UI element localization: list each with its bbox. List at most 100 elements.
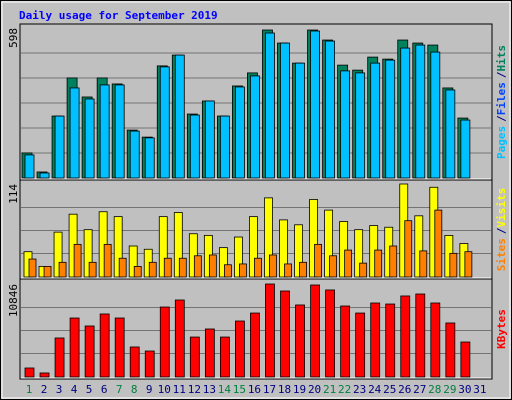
bar <box>249 216 258 278</box>
bar <box>344 249 353 278</box>
legend: Pages/Files/Hits <box>495 45 508 159</box>
chart-title: Daily usage for September 2019 <box>19 9 218 22</box>
bar <box>204 328 215 378</box>
bar <box>54 115 65 179</box>
bar <box>370 62 381 179</box>
bar <box>84 325 95 378</box>
bar <box>114 317 125 378</box>
bar <box>430 51 441 179</box>
bar <box>295 304 305 378</box>
bar <box>354 229 364 278</box>
bar <box>385 303 396 378</box>
y-tick-label: 10846 <box>7 284 20 317</box>
bar <box>163 257 172 278</box>
bar <box>99 313 110 378</box>
bar <box>279 219 288 278</box>
x-tick-label: 27 <box>413 383 426 396</box>
legend-separator: / <box>495 227 508 234</box>
bar <box>69 317 80 378</box>
bar <box>265 32 275 179</box>
bar <box>148 261 157 278</box>
x-tick-label: 6 <box>101 383 108 396</box>
bar <box>324 209 334 278</box>
bar <box>129 346 140 378</box>
bar <box>280 290 290 378</box>
bar <box>39 372 50 378</box>
bar <box>53 231 63 278</box>
bar <box>250 312 260 378</box>
bar <box>309 199 318 278</box>
bar <box>24 367 35 378</box>
bar <box>219 115 230 179</box>
x-tick-label: 20 <box>308 383 321 396</box>
bar <box>219 336 230 378</box>
x-tick-label: 13 <box>203 383 216 396</box>
bar <box>385 59 396 179</box>
x-tick-label: 19 <box>293 383 306 396</box>
bar <box>174 54 185 179</box>
bar <box>264 197 273 278</box>
x-tick-label: 12 <box>188 383 201 396</box>
bar <box>460 119 471 179</box>
bar <box>113 216 123 278</box>
bar <box>69 87 80 179</box>
x-tick-label: 2 <box>41 383 48 396</box>
bar <box>329 255 338 278</box>
bar <box>144 137 155 179</box>
bar <box>464 251 473 278</box>
x-tick-label: 21 <box>323 383 336 396</box>
bar <box>389 245 398 278</box>
x-tick-label: 10 <box>158 383 171 396</box>
bar <box>415 44 426 179</box>
legend-entry: Pages <box>495 126 508 159</box>
bar <box>73 243 82 278</box>
bar <box>189 336 200 378</box>
bar <box>310 30 320 179</box>
bar <box>340 70 351 179</box>
bar <box>445 322 456 378</box>
x-tick-label: 7 <box>116 383 123 396</box>
bar <box>28 258 37 278</box>
bar <box>234 236 243 278</box>
bar <box>445 89 456 179</box>
x-tick-label: 28 <box>428 383 441 396</box>
x-tick-label: 24 <box>368 383 382 396</box>
bar <box>128 245 138 278</box>
bar <box>174 299 185 378</box>
bar <box>218 247 228 278</box>
bar <box>280 42 290 179</box>
bar <box>265 283 275 378</box>
x-tick-label: 29 <box>443 383 456 396</box>
x-tick-label: 16 <box>248 383 261 396</box>
bar <box>269 254 277 278</box>
bar <box>314 243 322 278</box>
bar <box>39 172 50 179</box>
legend: KBytes <box>495 309 508 349</box>
bar <box>449 252 458 278</box>
bar <box>460 341 471 378</box>
bar <box>83 229 93 278</box>
bar <box>294 224 303 278</box>
legend-entry: Sites <box>495 238 508 271</box>
legend-entry: Hits <box>495 45 508 72</box>
y-tick-label: 598 <box>7 28 20 48</box>
bar <box>144 350 155 378</box>
bar <box>223 264 232 278</box>
bar <box>188 233 198 278</box>
bar <box>235 86 245 179</box>
x-tick-label: 30 <box>458 383 471 396</box>
legend-separator: / <box>495 115 508 122</box>
x-tick-label: 4 <box>71 383 78 396</box>
legend-separator: / <box>495 71 508 78</box>
bar <box>58 261 67 278</box>
x-tick-label: 18 <box>278 383 291 396</box>
bar <box>250 75 260 179</box>
bar <box>118 257 127 278</box>
x-tick-label: 15 <box>233 383 246 396</box>
bar <box>340 305 351 378</box>
bar <box>173 212 183 278</box>
x-tick-label: 1 <box>26 383 33 396</box>
bar <box>419 250 428 278</box>
x-tick-label: 25 <box>383 383 396 396</box>
